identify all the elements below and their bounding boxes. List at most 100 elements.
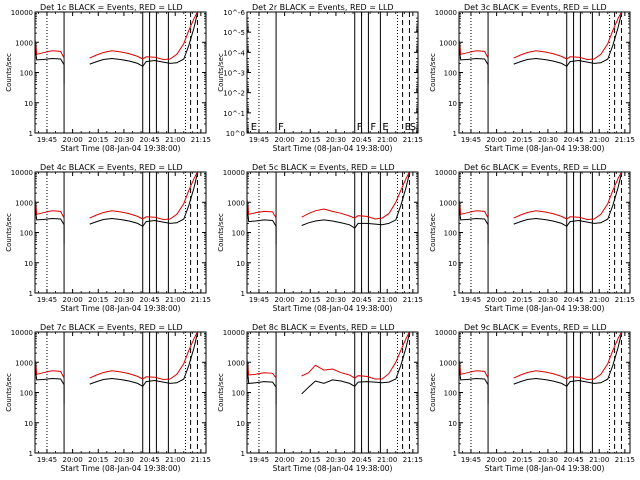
x-tick-label: 20:00 bbox=[275, 296, 295, 304]
x-tick-label: 21:15 bbox=[191, 136, 211, 144]
x-axis-label: Start Time (08-Jan-04 19:38:00) bbox=[273, 304, 393, 313]
lld-series-line bbox=[513, 12, 622, 61]
lld-series-line bbox=[301, 172, 410, 220]
detector-panel: Det 6c BLACK = Events, RED = LLD 1 10 100 10… bbox=[429, 163, 635, 313]
y-tick-label: 10^-4 bbox=[223, 49, 245, 57]
lld-series-line bbox=[35, 358, 65, 379]
x-tick-label: 20:00 bbox=[487, 296, 507, 304]
y-tick-label: 1 bbox=[241, 450, 245, 458]
flag-label: F bbox=[278, 122, 284, 133]
x-tick-label: 20:45 bbox=[563, 296, 583, 304]
plot-data-layer bbox=[459, 172, 622, 293]
y-axis-label: Counts/sec bbox=[5, 373, 13, 412]
plot-data-layer: E F F F E ES bbox=[251, 12, 416, 133]
flag-label: S bbox=[410, 122, 416, 133]
x-tick-label: 20:30 bbox=[326, 456, 346, 464]
y-tick-label: 10^-2 bbox=[223, 90, 245, 98]
x-axis-label: Start Time (08-Jan-04 19:38:00) bbox=[485, 464, 605, 473]
events-series-line bbox=[301, 333, 410, 395]
panel-title: Det 6c BLACK = Events, RED = LLD bbox=[464, 163, 607, 172]
lld-series-line bbox=[247, 198, 277, 219]
x-tick-label: 19:45 bbox=[461, 136, 481, 144]
y-tick-label: 1000 bbox=[227, 359, 245, 367]
lld-series-line bbox=[459, 358, 489, 379]
lld-series-line bbox=[89, 12, 198, 61]
x-tick-label: 20:15 bbox=[300, 456, 320, 464]
y-tick-label: 10000 bbox=[223, 329, 245, 337]
lld-series-line bbox=[301, 332, 410, 380]
y-axis-label: Counts/sec bbox=[429, 53, 437, 92]
x-tick-label: 20:00 bbox=[63, 456, 83, 464]
x-axis-label: Start Time (08-Jan-04 19:38:00) bbox=[273, 144, 393, 153]
x-tick-label: 19:45 bbox=[249, 136, 269, 144]
y-tick-label: 10 bbox=[236, 260, 245, 268]
events-series-line bbox=[89, 333, 198, 387]
x-tick-label: 21:15 bbox=[615, 456, 635, 464]
x-tick-label: 21:00 bbox=[377, 296, 397, 304]
plot-frame bbox=[458, 11, 631, 134]
y-tick-label: 1 bbox=[29, 130, 33, 138]
lld-series-line bbox=[513, 332, 622, 381]
events-series-line bbox=[513, 333, 622, 387]
y-tick-label: 10^0 bbox=[226, 130, 245, 138]
plot-frame bbox=[34, 11, 207, 134]
events-series-line bbox=[89, 173, 198, 227]
lld-series-line bbox=[459, 38, 489, 59]
x-tick-label: 21:00 bbox=[165, 296, 185, 304]
y-tick-label: 10000 bbox=[11, 9, 33, 17]
y-tick-label: 10000 bbox=[435, 329, 457, 337]
events-series-line bbox=[35, 45, 65, 85]
flag-label: E bbox=[382, 122, 388, 133]
x-tick-label: 20:15 bbox=[88, 296, 108, 304]
plot-frame bbox=[34, 331, 207, 454]
y-tick-label: 10 bbox=[24, 420, 33, 428]
events-series-line bbox=[89, 13, 198, 67]
lld-series-line bbox=[35, 38, 65, 59]
plot-frame bbox=[246, 171, 419, 294]
x-tick-label: 21:15 bbox=[615, 296, 635, 304]
events-series-line bbox=[35, 205, 65, 245]
panel-title: Det 2r BLACK = Events, RED = LLD bbox=[252, 3, 394, 12]
x-tick-label: 20:15 bbox=[512, 296, 532, 304]
x-tick-label: 21:00 bbox=[589, 456, 609, 464]
detector-panel: Det 8c BLACK = Events, RED = LLD 1 10 100 10… bbox=[217, 323, 423, 473]
x-axis-label: Start Time (08-Jan-04 19:38:00) bbox=[485, 144, 605, 153]
events-series-line bbox=[301, 173, 410, 229]
events-series-line bbox=[247, 205, 277, 245]
flag-label: E bbox=[251, 122, 257, 133]
y-tick-label: 1 bbox=[29, 450, 33, 458]
lld-series-line bbox=[89, 332, 198, 381]
x-tick-label: 19:45 bbox=[37, 456, 57, 464]
x-tick-label: 21:00 bbox=[165, 136, 185, 144]
x-tick-label: 20:30 bbox=[326, 296, 346, 304]
x-tick-label: 20:00 bbox=[487, 136, 507, 144]
events-series-line bbox=[459, 365, 489, 405]
events-series-line bbox=[513, 13, 622, 67]
y-tick-label: 10^-1 bbox=[223, 110, 245, 118]
x-tick-label: 21:15 bbox=[403, 456, 423, 464]
x-tick-label: 19:45 bbox=[249, 456, 269, 464]
y-axis-label: Counts/sec bbox=[429, 213, 437, 252]
plot-frame bbox=[246, 11, 419, 134]
plot-data-layer bbox=[247, 332, 410, 453]
panel-title: Det 5c BLACK = Events, RED = LLD bbox=[252, 163, 395, 172]
lld-series-line bbox=[513, 172, 622, 221]
x-tick-label: 19:45 bbox=[461, 456, 481, 464]
panel-title: Det 8c BLACK = Events, RED = LLD bbox=[252, 323, 395, 332]
x-tick-label: 21:00 bbox=[377, 456, 397, 464]
detector-panel: Det 3c BLACK = Events, RED = LLD 1 10 100 10… bbox=[429, 3, 635, 153]
flag-label: F bbox=[370, 122, 376, 133]
detector-panel: Det 7c BLACK = Events, RED = LLD 1 10 100 10… bbox=[5, 323, 211, 473]
x-axis-label: Start Time (08-Jan-04 19:38:00) bbox=[485, 304, 605, 313]
detector-panel: Det 1c BLACK = Events, RED = LLD 1 10 100 10… bbox=[5, 3, 211, 153]
y-tick-label: 1000 bbox=[15, 199, 33, 207]
y-tick-label: 10^-6 bbox=[223, 9, 245, 17]
x-tick-label: 20:30 bbox=[114, 456, 134, 464]
y-tick-label: 10 bbox=[236, 420, 245, 428]
x-tick-label: 21:15 bbox=[191, 456, 211, 464]
panel-title: Det 9c BLACK = Events, RED = LLD bbox=[464, 323, 607, 332]
y-tick-label: 10^-3 bbox=[223, 70, 245, 78]
x-tick-label: 20:45 bbox=[139, 296, 159, 304]
x-tick-label: 21:00 bbox=[589, 136, 609, 144]
y-tick-label: 10 bbox=[24, 100, 33, 108]
